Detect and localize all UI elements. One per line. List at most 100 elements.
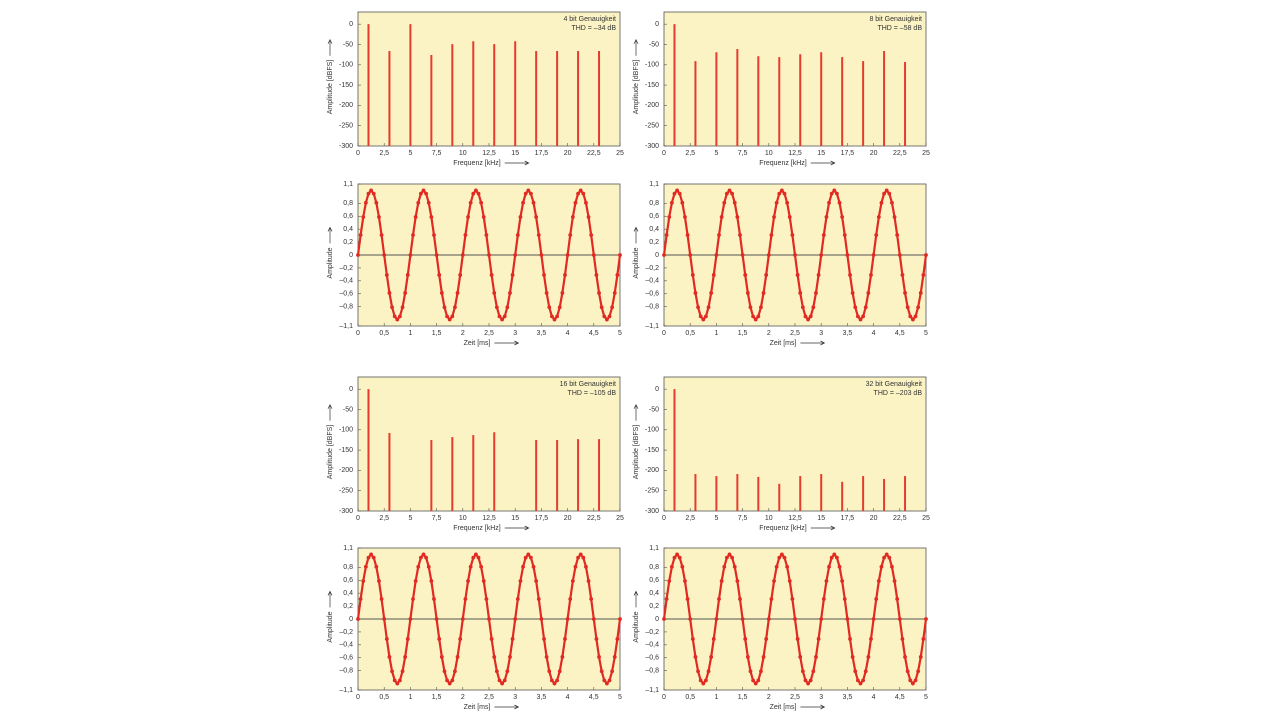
y-axis-label: Amplitude [dBFS]	[633, 425, 640, 480]
sample-point	[685, 233, 690, 237]
sample-point	[890, 564, 894, 569]
sample-point	[521, 564, 525, 569]
sample-point	[615, 273, 620, 277]
sample-point	[523, 555, 528, 560]
sample-point	[453, 669, 457, 674]
sample-point	[413, 579, 418, 583]
sample-point	[876, 579, 881, 583]
sample-point	[363, 564, 368, 569]
sample-point	[814, 655, 818, 659]
sample-point	[578, 552, 583, 557]
sample-point	[607, 314, 612, 319]
sample-point	[536, 597, 541, 601]
sample-point	[861, 678, 866, 683]
sample-point	[411, 597, 415, 601]
annotation: 4 bit Genauigkeit	[563, 16, 616, 23]
sample-point	[677, 191, 682, 196]
sample-point	[709, 291, 714, 295]
sample-point	[824, 579, 829, 583]
x-axis-arrow	[504, 525, 530, 531]
x-tick-label: 0,5	[685, 330, 695, 337]
sample-point	[366, 191, 371, 196]
sample-point	[468, 564, 473, 569]
y-tick-label: -50	[649, 406, 659, 413]
sample-point	[832, 552, 837, 557]
sample-point	[664, 597, 669, 601]
sample-point	[769, 597, 774, 601]
x-tick-label: 3	[513, 694, 517, 701]
sample-point	[382, 617, 387, 621]
sample-point	[704, 678, 708, 683]
x-tick-label: 1	[408, 330, 412, 337]
y-tick-label: –0,2	[645, 265, 659, 272]
sample-point	[369, 188, 373, 193]
sample-point	[897, 253, 902, 257]
sample-point	[669, 200, 674, 205]
y-axis-label: Amplitude	[327, 247, 334, 278]
sample-point	[534, 215, 539, 219]
sample-point	[871, 617, 876, 621]
sample-point	[450, 678, 455, 683]
sample-point	[526, 188, 531, 193]
sample-point	[379, 233, 384, 237]
x-tick-label: 1	[408, 694, 412, 701]
sample-point	[748, 305, 753, 310]
sample-point	[842, 233, 847, 237]
x-tick-label: 10	[765, 515, 773, 522]
sample-point	[803, 678, 808, 683]
sample-point	[735, 579, 740, 583]
sample-point	[672, 555, 677, 560]
sample-point	[918, 655, 923, 659]
sample-point	[738, 597, 742, 601]
y-tick-label: –1,1	[645, 687, 659, 694]
sample-point	[879, 564, 884, 569]
y-tick-label: –1,1	[339, 687, 353, 694]
sample-point	[793, 253, 797, 257]
sample-point	[508, 291, 512, 295]
x-axis-arrow	[800, 340, 826, 346]
sample-point	[518, 579, 523, 583]
x-tick-label: 17,5	[535, 150, 549, 157]
y-tick-label: –0,8	[645, 667, 659, 674]
sample-point	[798, 291, 803, 295]
x-tick-label: 3	[819, 694, 823, 701]
sample-point	[552, 681, 557, 686]
sample-point	[887, 555, 892, 560]
x-tick-label: 17,5	[841, 150, 855, 157]
y-tick-label: -100	[645, 427, 659, 434]
sample-point	[753, 681, 758, 686]
sample-point	[474, 552, 478, 557]
sample-point	[536, 233, 541, 237]
x-axis-label: Frequenz [kHz]	[453, 525, 501, 532]
sample-point	[756, 678, 761, 683]
sample-point	[549, 314, 554, 319]
y-axis-arrow	[327, 226, 333, 244]
sample-point	[887, 191, 892, 196]
sample-point	[774, 200, 779, 205]
sample-point	[531, 564, 536, 569]
y-tick-label: –1,1	[339, 323, 353, 330]
sample-point	[570, 579, 575, 583]
sample-point	[484, 233, 489, 237]
x-tick-label: 4	[872, 330, 876, 337]
x-tick-label: 2,5	[685, 515, 695, 522]
y-tick-label: –0,8	[339, 303, 353, 310]
panel: 0 0,5 1 1,5 2 2,5 3 3,5 4 4,5 5 1,1 0,8 0,6 0,4 0,2 0 –0,…	[633, 545, 928, 711]
sample-point	[453, 305, 457, 310]
sample-point	[510, 637, 515, 641]
sample-point	[513, 617, 518, 621]
sample-point	[740, 617, 745, 621]
sample-point	[724, 555, 729, 560]
sample-point	[390, 305, 394, 310]
sample-point	[437, 273, 442, 277]
y-tick-label: 0	[655, 616, 659, 623]
panel: 0 2,5 5 7,5 10 12,5 15 17,5 20 22,5 25 0 -50 -100 -150…	[633, 376, 930, 532]
x-axis-label: Zeit [ms]	[464, 704, 491, 711]
sample-point	[591, 617, 596, 621]
x-tick-label: 20	[564, 150, 572, 157]
x-tick-label: 5	[924, 694, 928, 701]
sample-point	[667, 215, 672, 219]
sample-point	[584, 200, 588, 205]
sample-point	[555, 678, 560, 683]
sample-point	[523, 191, 528, 196]
